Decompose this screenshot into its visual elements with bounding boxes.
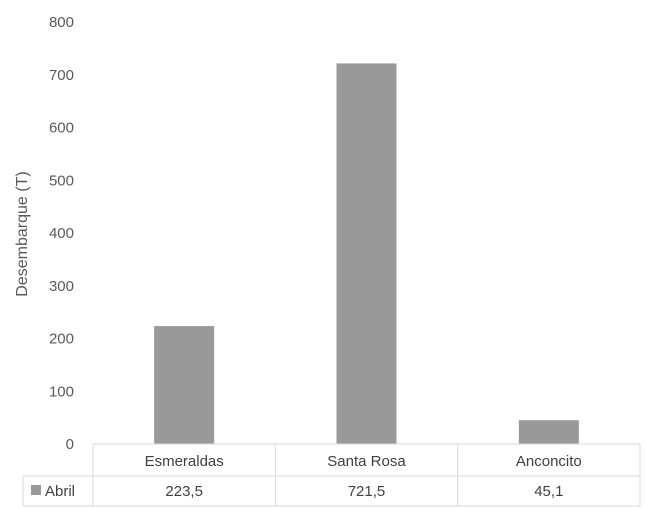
data-label: 721,5 bbox=[348, 483, 386, 500]
bar bbox=[518, 420, 579, 444]
y-tick-label: 400 bbox=[49, 225, 74, 242]
x-tick-label: Esmeraldas bbox=[145, 453, 224, 470]
data-label: 223,5 bbox=[165, 483, 203, 500]
x-tick-label: Santa Rosa bbox=[327, 453, 406, 470]
bar bbox=[154, 326, 215, 444]
y-tick-label: 600 bbox=[49, 120, 74, 137]
x-tick-label: Anconcito bbox=[516, 453, 582, 470]
y-tick-label: 100 bbox=[49, 383, 74, 400]
bars bbox=[154, 63, 579, 444]
legend-label: Abril bbox=[45, 483, 75, 500]
y-tick-label: 200 bbox=[49, 331, 74, 348]
y-tick-label: 300 bbox=[49, 278, 74, 295]
y-tick-label: 800 bbox=[49, 14, 74, 31]
y-tick-label: 500 bbox=[49, 172, 74, 189]
y-axis-ticks: 0 100 200 300 400 500 600 700 800 bbox=[49, 14, 74, 453]
legend-swatch bbox=[31, 485, 41, 495]
y-axis-label: Desembarque (T) bbox=[14, 171, 31, 296]
data-label: 45,1 bbox=[534, 483, 563, 500]
y-tick-label: 700 bbox=[49, 67, 74, 84]
data-table: Esmeraldas Santa Rosa Anconcito Abril 223,5 7… bbox=[22, 444, 641, 507]
y-tick-label: 0 bbox=[66, 436, 74, 453]
bar bbox=[336, 63, 397, 444]
